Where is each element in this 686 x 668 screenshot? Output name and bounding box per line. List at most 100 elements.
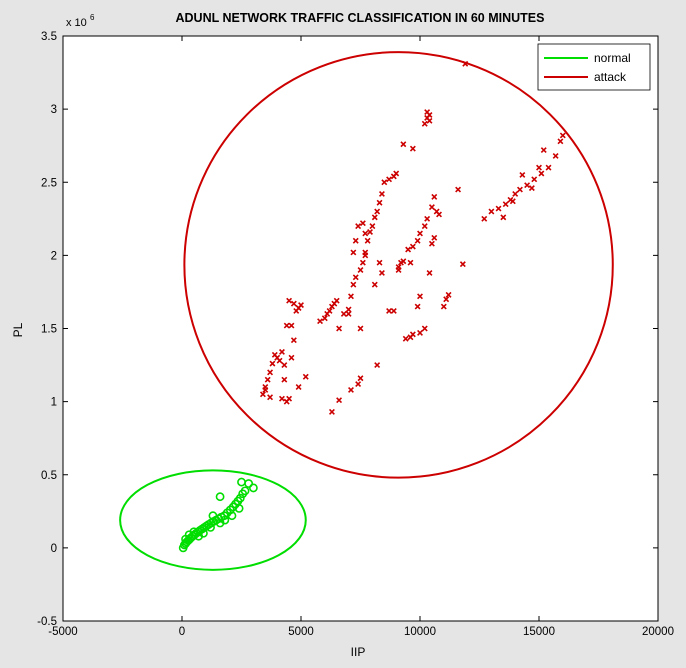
point-attack	[417, 329, 423, 336]
point-attack	[462, 60, 469, 67]
point-normal	[227, 511, 237, 521]
y-tick-label: 3.5	[41, 31, 57, 43]
point-attack	[352, 237, 359, 244]
point-attack	[407, 259, 414, 266]
y-tick-label: 0	[51, 543, 57, 555]
point-attack	[345, 306, 352, 313]
point-attack	[414, 303, 421, 310]
point-attack	[424, 215, 431, 222]
y-tick-label: 2.5	[41, 177, 57, 189]
point-attack	[536, 164, 542, 171]
point-attack	[362, 249, 369, 256]
point-attack	[488, 208, 495, 215]
point-attack	[262, 386, 269, 393]
point-normal	[235, 493, 245, 503]
point-attack	[290, 337, 297, 344]
point-attack	[528, 185, 535, 192]
point-attack	[317, 318, 324, 325]
point-attack	[421, 120, 428, 127]
point-attack	[348, 293, 354, 300]
axis-ticks	[62, 35, 659, 622]
point-attack	[355, 381, 362, 388]
plot-content	[119, 51, 614, 571]
point-attack	[386, 307, 393, 314]
point-attack	[278, 395, 285, 402]
point-attack	[333, 297, 340, 304]
point-attack	[336, 397, 343, 404]
point-attack	[357, 375, 364, 382]
point-attack	[276, 357, 283, 364]
point-attack	[283, 322, 290, 329]
point-normal	[181, 534, 190, 544]
y-tick-label: 0.5	[41, 470, 57, 482]
x-tick-label: 10000	[404, 626, 436, 638]
point-attack	[359, 259, 366, 266]
point-attack	[502, 201, 509, 208]
point-normal	[206, 523, 215, 532]
y-exponent-power: 6	[90, 13, 95, 22]
point-attack	[545, 164, 552, 171]
point-attack	[326, 307, 333, 314]
point-attack	[428, 204, 435, 211]
point-attack	[345, 310, 352, 317]
point-attack	[298, 302, 304, 309]
boundary-normal	[119, 469, 307, 571]
point-attack	[362, 230, 369, 237]
point-attack	[293, 307, 300, 314]
point-attack	[355, 223, 362, 230]
x-tick-label: 20000	[642, 626, 674, 638]
point-attack	[259, 391, 266, 398]
y-exponent-base: x 10	[66, 17, 87, 29]
legend: normal attack	[537, 43, 651, 91]
point-attack	[395, 267, 402, 273]
point-attack	[267, 394, 274, 401]
point-attack	[500, 214, 507, 221]
point-attack	[455, 186, 462, 193]
point-attack	[495, 205, 502, 212]
x-axis-label: IIP	[351, 645, 366, 659]
point-attack	[402, 335, 409, 342]
point-attack	[357, 267, 364, 273]
point-attack	[417, 230, 423, 237]
point-attack	[417, 293, 423, 300]
point-attack	[400, 141, 407, 148]
y-tick-label: 1.5	[41, 324, 57, 336]
x-tick-label: 0	[179, 626, 185, 638]
point-attack	[378, 269, 385, 276]
x-tick-label: 5000	[288, 626, 314, 638]
y-axis-label: PL	[11, 322, 25, 337]
point-attack	[281, 362, 288, 369]
point-attack	[374, 362, 381, 369]
point-attack	[378, 190, 385, 197]
point-attack	[376, 259, 383, 266]
point-attack	[481, 215, 488, 222]
point-attack	[302, 373, 309, 380]
boundary-attack	[183, 51, 614, 479]
point-attack	[531, 176, 538, 183]
point-attack	[390, 307, 397, 314]
point-attack	[286, 297, 293, 304]
point-attack	[376, 199, 383, 206]
point-attack	[557, 138, 564, 145]
point-normal	[215, 492, 225, 502]
point-normal	[194, 531, 204, 541]
point-normal	[240, 486, 250, 496]
point-attack	[295, 384, 302, 390]
point-attack	[538, 170, 545, 177]
point-attack	[336, 325, 343, 332]
point-attack	[321, 315, 328, 322]
point-normal	[234, 503, 244, 513]
point-attack	[426, 112, 433, 118]
point-attack	[374, 208, 381, 215]
point-attack	[421, 325, 428, 332]
point-attack	[409, 331, 416, 338]
point-attack	[352, 274, 359, 281]
point-attack	[264, 376, 271, 383]
point-normal	[208, 511, 218, 521]
point-attack	[364, 237, 371, 244]
point-attack	[359, 220, 366, 227]
point-attack	[445, 291, 452, 298]
y-tick-label: -0.5	[37, 616, 57, 628]
point-attack	[512, 190, 519, 197]
point-attack	[426, 269, 433, 276]
